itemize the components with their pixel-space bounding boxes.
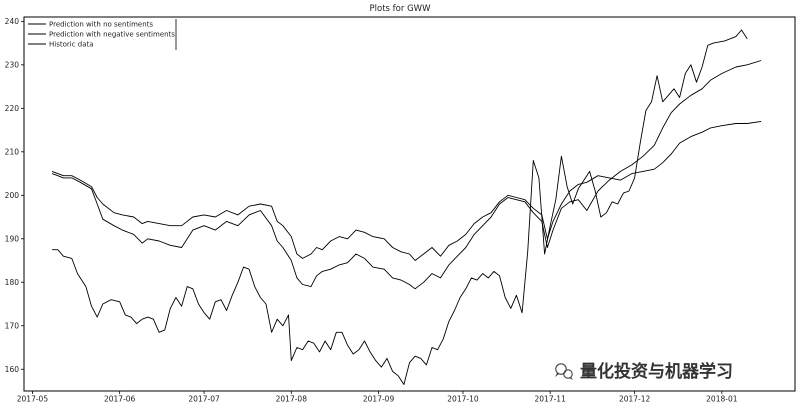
legend-label: Historic data: [49, 40, 94, 48]
series-line-prediction-with-negative-sentiments: [51, 60, 762, 290]
y-tick-label: 180: [5, 278, 20, 287]
watermark-text: 量化投资与机器学习: [580, 361, 733, 382]
x-tick-label: 2017-11: [535, 395, 567, 404]
y-tick-label: 190: [5, 234, 20, 243]
x-tick-label: 2017-07: [188, 395, 220, 404]
legend-label: Prediction with negative sentiments: [49, 30, 175, 38]
series-line-prediction-with-no-sentiments: [51, 120, 762, 261]
y-tick-label: 240: [5, 17, 20, 26]
y-tick-label: 160: [5, 365, 20, 374]
y-axis: 160 170 180 190 200 210 220 230 240: [5, 17, 24, 374]
x-tick-label: 2017-10: [447, 395, 479, 404]
x-axis: 2017-05 2017-06 2017-07 2017-08 2017-09 2017-…: [17, 391, 738, 404]
y-tick-label: 210: [5, 147, 20, 156]
x-tick-label: 2017-09: [363, 395, 395, 404]
legend: Prediction with no sentiments Prediction …: [28, 19, 177, 50]
x-tick-label: 2018-01: [706, 395, 738, 404]
y-tick-label: 200: [5, 191, 20, 200]
x-tick-label: 2017-05: [17, 395, 49, 404]
series-line-historic-data: [52, 29, 748, 385]
x-tick-label: 2017-06: [104, 395, 136, 404]
x-tick-label: 2017-08: [276, 395, 308, 404]
wechat-icon: [555, 363, 573, 380]
watermark: 量化投资与机器学习: [555, 361, 733, 382]
y-tick-label: 230: [5, 60, 20, 69]
chart-title: Plots for GWW: [370, 4, 432, 14]
y-tick-label: 220: [5, 104, 20, 113]
y-tick-label: 170: [5, 321, 20, 330]
x-tick-label: 2017-12: [619, 395, 651, 404]
plot-area-frame: [23, 16, 796, 392]
legend-label: Prediction with no sentiments: [49, 20, 153, 28]
series-layer: [51, 29, 762, 385]
